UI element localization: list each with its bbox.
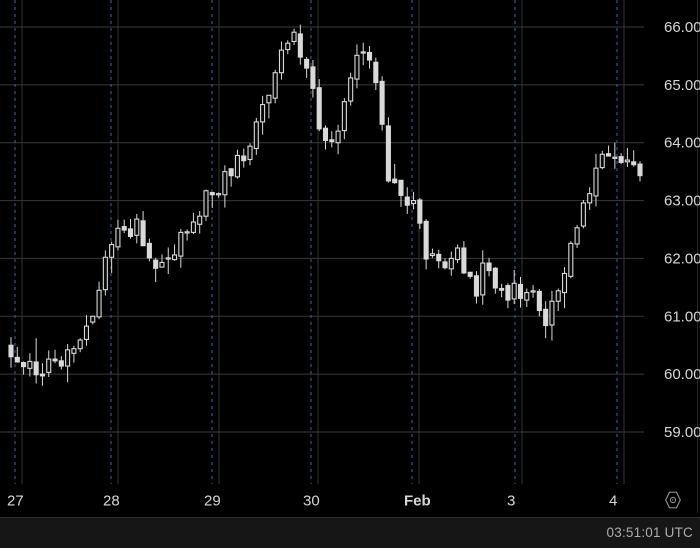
svg-text:28: 28 bbox=[103, 493, 120, 510]
svg-text:63.00: 63.00 bbox=[664, 193, 700, 210]
svg-text:27: 27 bbox=[7, 493, 24, 510]
svg-text:30: 30 bbox=[303, 493, 320, 510]
svg-text:62.00: 62.00 bbox=[664, 250, 700, 267]
svg-text:3: 3 bbox=[507, 493, 515, 510]
svg-text:65.00: 65.00 bbox=[664, 77, 700, 94]
svg-text:64.00: 64.00 bbox=[664, 135, 700, 152]
svg-text:61.00: 61.00 bbox=[664, 308, 700, 325]
svg-text:60.00: 60.00 bbox=[664, 366, 700, 383]
svg-text:4: 4 bbox=[609, 493, 617, 510]
svg-text:66.00: 66.00 bbox=[664, 19, 700, 36]
svg-text:29: 29 bbox=[204, 493, 221, 510]
svg-text:Feb: Feb bbox=[404, 493, 431, 510]
svg-text:59.00: 59.00 bbox=[664, 424, 700, 441]
